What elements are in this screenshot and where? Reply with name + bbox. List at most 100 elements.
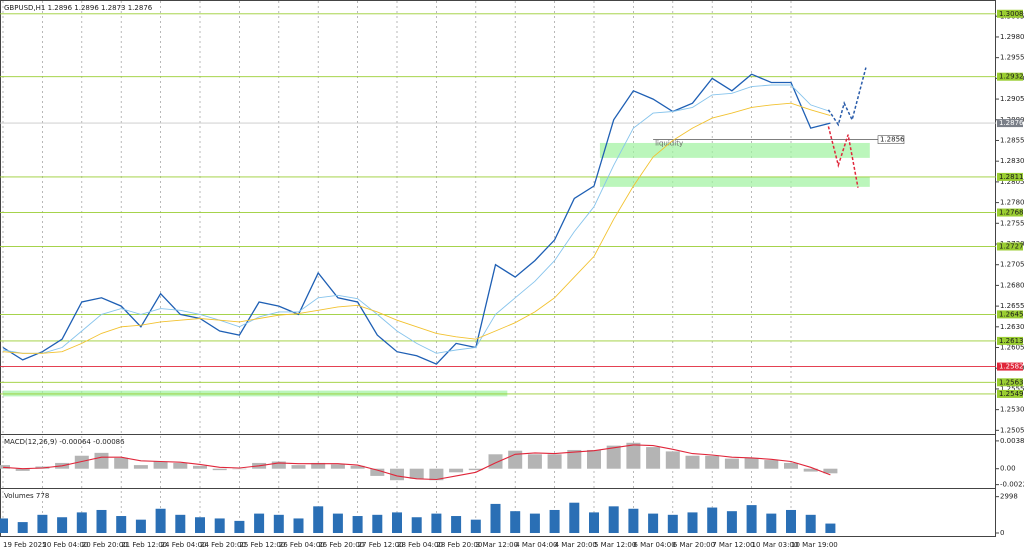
level-label: 1.2549 bbox=[999, 390, 1024, 398]
x-tick-label: 19 Feb 2025 bbox=[3, 541, 47, 549]
volume-bar bbox=[451, 516, 462, 533]
volume-bar bbox=[687, 512, 698, 533]
x-tick-label: 24 Feb 04:00 bbox=[161, 541, 207, 549]
level-label: 1.2582 bbox=[999, 363, 1024, 371]
volume-bar bbox=[667, 514, 678, 533]
liquidity-value: 1.2856 bbox=[880, 136, 905, 144]
macd-bar bbox=[606, 445, 621, 469]
volume-bar bbox=[17, 522, 28, 533]
macd-bar bbox=[74, 455, 89, 469]
y-tick-label: 1.2655 bbox=[1000, 302, 1024, 310]
y-tick-label: 1.2530 bbox=[1000, 406, 1024, 414]
macd-bar bbox=[429, 468, 444, 481]
macd-bar bbox=[390, 468, 404, 481]
level-tag bbox=[997, 208, 1023, 217]
x-tick-label: 26 Feb 20:00 bbox=[318, 541, 364, 549]
price-series bbox=[2, 102, 831, 354]
macd-bar bbox=[291, 465, 306, 469]
x-tick-label: 7 Mar 12:00 bbox=[712, 541, 754, 549]
volume-bar bbox=[589, 512, 599, 533]
macd-bar bbox=[153, 461, 168, 469]
level-label: 1.2768 bbox=[999, 209, 1024, 217]
level-label: 1.2563 bbox=[999, 378, 1024, 386]
volume-bar bbox=[825, 523, 836, 533]
volume-bar bbox=[352, 516, 363, 533]
volume-bar bbox=[628, 508, 639, 533]
level-label: 1.2645 bbox=[999, 310, 1024, 318]
liquidity-tag bbox=[877, 135, 905, 144]
y-tick-label: 1.2905 bbox=[1000, 95, 1024, 103]
forecast-line bbox=[827, 67, 867, 127]
macd-bar bbox=[803, 468, 818, 472]
y-tick-label: 1.2980 bbox=[1000, 33, 1024, 41]
volume-title: Volumes 778 bbox=[4, 492, 49, 500]
macd-bar bbox=[665, 451, 680, 469]
macd-bar bbox=[784, 462, 798, 469]
volume-bar bbox=[529, 513, 540, 533]
macd-bar bbox=[133, 465, 148, 469]
volume-bar bbox=[273, 514, 284, 533]
y-tick-label: 1.2605 bbox=[1000, 344, 1024, 352]
volume-bar bbox=[116, 516, 127, 533]
x-tick-label: 5 Mar 12:00 bbox=[594, 541, 636, 549]
x-tick-label: 28 Feb 04:00 bbox=[397, 541, 443, 549]
macd-bar bbox=[547, 454, 562, 469]
y-tick-label: 0.00386 bbox=[1000, 437, 1024, 445]
volume-bar bbox=[490, 503, 501, 533]
x-tick-label: 4 Mar 20:00 bbox=[555, 541, 597, 549]
macd-bar bbox=[193, 465, 207, 469]
macd-bar bbox=[587, 449, 601, 469]
volume-bar bbox=[57, 517, 68, 533]
y-tick-label: 1.2855 bbox=[1000, 136, 1024, 144]
chart-title: GBPUSD,H1 1.2896 1.2896 1.2873 1.2876 bbox=[4, 4, 153, 12]
macd-bar bbox=[626, 442, 641, 469]
level-label: 1.2932 bbox=[999, 73, 1024, 81]
x-tick-label: 20 Feb 20:00 bbox=[82, 541, 128, 549]
zone bbox=[599, 142, 870, 158]
volume-bar bbox=[510, 511, 521, 533]
macd-bar bbox=[212, 468, 227, 471]
volume-bar bbox=[648, 513, 659, 533]
volume-bar bbox=[214, 518, 225, 533]
x-tick-label: 27 Feb 12:00 bbox=[358, 541, 404, 549]
y-tick-label: 1.2780 bbox=[1000, 199, 1024, 207]
level-tag bbox=[997, 389, 1023, 398]
volume-bar bbox=[313, 506, 324, 533]
volume-bar bbox=[293, 518, 304, 533]
y-tick-label: 1.2705 bbox=[1000, 261, 1024, 269]
x-tick-label: 10 Mar 03:00 bbox=[752, 541, 799, 549]
level-tag bbox=[997, 362, 1023, 371]
y-tick-label: 1.2630 bbox=[1000, 323, 1024, 331]
level-label: 1.3008 bbox=[999, 10, 1024, 18]
macd-bar bbox=[271, 461, 286, 469]
volume-bar bbox=[195, 517, 205, 533]
y-tick-label: 1.2955 bbox=[1000, 54, 1024, 62]
x-tick-label: 26 Feb 04:00 bbox=[279, 541, 325, 549]
macd-bar bbox=[311, 462, 326, 469]
macd-title: MACD(12,26,9) -0.00064 -0.00086 bbox=[4, 438, 125, 446]
macd-bar bbox=[15, 468, 30, 471]
volume-bar bbox=[608, 506, 619, 533]
volume-bar bbox=[76, 512, 87, 533]
macd-bar bbox=[488, 454, 503, 469]
volume-bar bbox=[707, 507, 718, 533]
volume-bar bbox=[0, 518, 8, 533]
x-tick-label: 4 Mar 04:00 bbox=[515, 541, 557, 549]
volume-bar bbox=[766, 513, 777, 533]
level-tag bbox=[997, 72, 1023, 81]
volume-bar bbox=[175, 514, 186, 533]
price-series bbox=[2, 73, 831, 365]
macd-bar bbox=[409, 468, 424, 479]
macd-bar bbox=[330, 464, 345, 469]
macd-bar bbox=[114, 457, 129, 469]
volume-bar bbox=[135, 519, 146, 533]
volume-bar bbox=[805, 514, 816, 533]
level-tag bbox=[997, 310, 1023, 319]
x-tick-label: 25 Feb 12:00 bbox=[239, 541, 285, 549]
macd-bar bbox=[527, 454, 542, 469]
x-tick-label: 24 Feb 20:00 bbox=[200, 541, 246, 549]
volume-bar bbox=[431, 513, 442, 533]
volume-bar bbox=[470, 519, 481, 533]
level-tag bbox=[997, 9, 1023, 18]
